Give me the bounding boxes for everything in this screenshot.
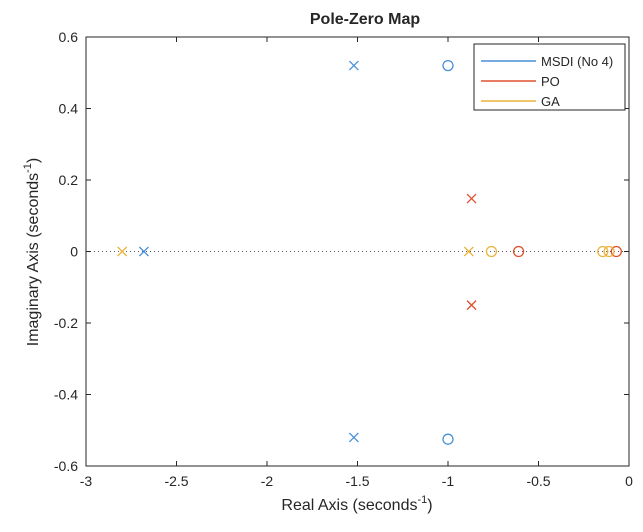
legend-label-po: PO bbox=[541, 74, 560, 89]
y-axis-ticks: -0.6 -0.4 -0.2 0 0.2 0.4 0.6 bbox=[54, 29, 629, 474]
legend-label-ga: GA bbox=[541, 94, 560, 109]
x-tick-label: -2 bbox=[261, 473, 274, 489]
legend-label-msdi: MSDI (No 4) bbox=[541, 54, 613, 69]
pole-marker bbox=[348, 60, 359, 71]
zero-marker bbox=[597, 245, 609, 258]
pole-marker bbox=[463, 246, 474, 257]
legend-box bbox=[473, 43, 626, 111]
zero-marker bbox=[442, 433, 454, 445]
x-tick-label: -3 bbox=[80, 473, 93, 489]
y-tick-label: -0.6 bbox=[54, 458, 78, 474]
pole-marker bbox=[466, 300, 477, 311]
y-tick-label: -0.2 bbox=[54, 315, 78, 331]
zero-marker bbox=[603, 245, 615, 258]
x-tick-label: 0 bbox=[625, 473, 633, 489]
y-axis-label: Imaginary Axis (seconds-1) bbox=[22, 158, 42, 347]
x-axis-ticks: -3 -2.5 -2 -1.5 -1 -0.5 0 bbox=[80, 37, 633, 489]
x-tick-label: -0.5 bbox=[526, 473, 550, 489]
data-marks bbox=[117, 59, 622, 445]
zero-marker bbox=[485, 245, 498, 258]
zero-marker bbox=[512, 245, 525, 258]
pole-marker bbox=[117, 246, 128, 257]
y-tick-label: 0.6 bbox=[59, 29, 79, 45]
x-tick-label: -2.5 bbox=[164, 473, 188, 489]
pole-marker bbox=[138, 246, 149, 257]
pole-marker bbox=[466, 193, 477, 204]
y-tick-label: 0.4 bbox=[59, 101, 79, 117]
y-tick-label: -0.4 bbox=[54, 387, 78, 403]
y-tick-label: 0.2 bbox=[59, 172, 79, 188]
x-tick-label: -1 bbox=[442, 473, 455, 489]
zero-marker bbox=[610, 245, 622, 258]
y-tick-label: 0 bbox=[70, 244, 78, 260]
x-axis-label: Real Axis (seconds-1) bbox=[281, 494, 432, 514]
pole-marker bbox=[348, 432, 359, 443]
x-tick-label: -1.5 bbox=[345, 473, 369, 489]
zero-marker bbox=[442, 59, 454, 72]
chart-title: Pole-Zero Map bbox=[310, 11, 420, 28]
legend: MSDI (No 4) PO GA bbox=[473, 43, 626, 111]
